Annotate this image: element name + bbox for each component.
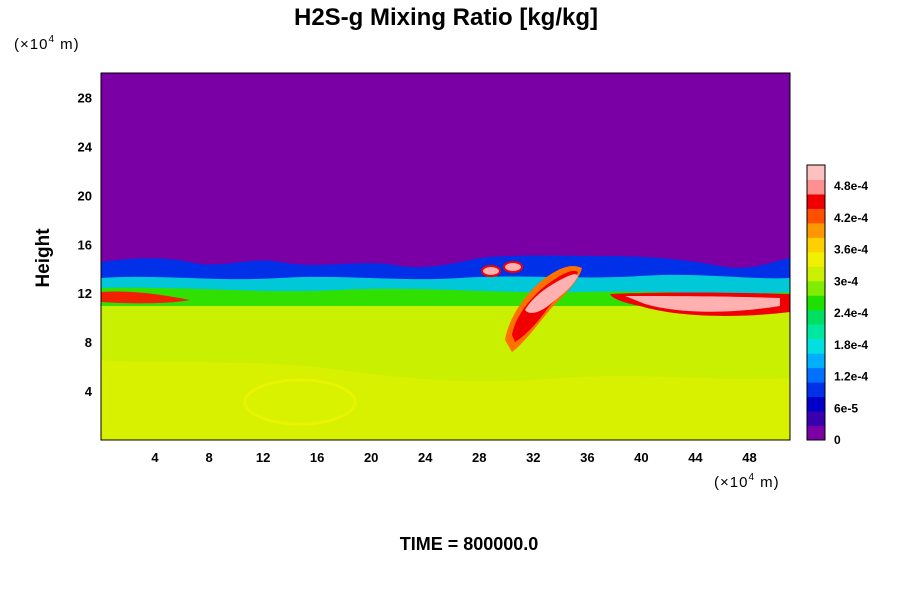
colorbar-label: 4.8e-4: [834, 179, 868, 193]
colorbar-swatch: [807, 382, 825, 398]
colorbar-label: 1.8e-4: [834, 338, 868, 352]
y-tick-label: 12: [78, 286, 92, 301]
colorbar-swatch: [807, 266, 825, 282]
y-tick-label: 24: [78, 139, 93, 154]
eddy-swirl: [243, 378, 357, 426]
colorbar-swatch: [807, 411, 825, 427]
plume-core: [525, 274, 578, 313]
x-tick-label: 24: [418, 450, 433, 465]
red-layer-left: [101, 291, 190, 304]
colorbar-label: 3e-4: [834, 274, 858, 288]
colorbar-label: 6e-5: [834, 401, 858, 415]
plot-frame: [100, 72, 791, 441]
y-tick-label: 4: [85, 384, 93, 399]
colorbar-label: 2.4e-4: [834, 306, 868, 320]
colorbar-swatch: [807, 309, 825, 325]
x-tick-label: 32: [526, 450, 540, 465]
colorbar-swatch: [807, 338, 825, 354]
colorbar-swatch: [807, 280, 825, 296]
x-tick-label: 20: [364, 450, 378, 465]
colorbar-frame: [806, 164, 826, 441]
colorbar-swatch: [807, 208, 825, 224]
y-tick-label: 8: [85, 335, 92, 350]
colorbar-swatch: [807, 251, 825, 267]
colorbar-swatch: [807, 193, 825, 209]
colorbar-swatch: [807, 179, 825, 195]
y-tick-label: 16: [78, 237, 92, 252]
x-tick-label: 8: [205, 450, 212, 465]
time-label: TIME = 800000.0: [400, 534, 539, 554]
colorbar-swatch: [807, 222, 825, 238]
x-tick-label: 16: [310, 450, 324, 465]
y-ticks: 4 8 12 16 20 24 28: [78, 90, 93, 399]
y-tick-label: 20: [78, 188, 92, 203]
colorbar-label: 1.2e-4: [834, 370, 868, 384]
colorbar-label: 0: [834, 433, 841, 447]
colorbar-swatch: [807, 165, 825, 180]
x-tick-label: 40: [634, 450, 648, 465]
colorbar-swatch: [807, 295, 825, 311]
colorbar-label: 4.2e-4: [834, 211, 868, 225]
plume-blob-1: [481, 265, 501, 277]
chart-title: H2S-g Mixing Ratio [kg/kg]: [294, 4, 598, 31]
x-tick-label: 28: [472, 450, 486, 465]
colorbar: 0 6e-5 1.2e-4 1.8e-4 2.4e-4 3e-4 3.6e-4 4.2e-4 4…: [806, 164, 868, 447]
x-tick-label: 12: [256, 450, 270, 465]
x-tick-label: 48: [742, 450, 756, 465]
y-tick-label: 28: [78, 90, 92, 105]
y-axis-label: Height: [33, 228, 54, 288]
colorbar-swatch: [807, 367, 825, 383]
colorbar-swatch: [807, 425, 825, 441]
plume-core-right: [625, 296, 780, 312]
colorbar-swatch: [807, 324, 825, 340]
x-ticks: 4 8 12 16 20 24 28 32 36 40 44 48: [151, 450, 756, 465]
plot-area: [101, 73, 790, 440]
x-tick-label: 36: [580, 450, 594, 465]
x-tick-label: 4: [151, 450, 159, 465]
colorbar-swatch: [807, 237, 825, 253]
y-unit-label: (×104 m): [14, 34, 80, 53]
plume-blob-2: [503, 261, 523, 273]
interface-band-green: [101, 287, 790, 306]
x-tick-label: 44: [688, 450, 703, 465]
colorbar-swatch: [807, 353, 825, 369]
colorbar-label: 3.6e-4: [834, 243, 868, 257]
x-unit-label: (×104 m): [714, 472, 780, 491]
colorbar-swatch: [807, 396, 825, 412]
